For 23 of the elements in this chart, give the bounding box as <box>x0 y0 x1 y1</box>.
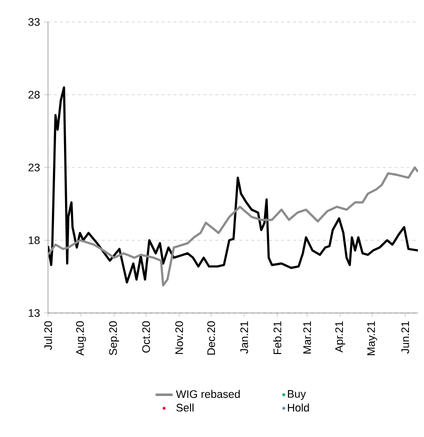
x-tick-label: Apr.21 <box>335 321 346 353</box>
line-series <box>48 166 418 286</box>
legend-label: Buy <box>288 390 306 400</box>
legend-label: WIG rebased <box>176 390 240 398</box>
line-series <box>48 86 418 284</box>
y-tick-label: 33 <box>28 18 40 26</box>
x-tick-label: Dec.20 <box>207 321 216 355</box>
y-tick-label: 13 <box>28 309 40 317</box>
x-tick-label: Jan.21 <box>240 321 248 354</box>
x-tick-label: Mar.21 <box>303 321 311 354</box>
legend-label: Sell <box>176 404 194 412</box>
x-tick-label: Jul.20 <box>44 321 52 350</box>
y-tick-label: 23 <box>28 164 40 172</box>
x-tick-label: May.21 <box>367 321 378 356</box>
x-tick-label: Sep.20 <box>109 321 120 356</box>
x-tick-label: Nov.20 <box>175 321 184 354</box>
x-tick-label: Jun.21 <box>401 321 410 354</box>
x-tick-label: Aug.20 <box>76 321 86 356</box>
y-tick-label: 28 <box>28 90 40 99</box>
y-tick-label: 18 <box>28 236 40 244</box>
x-tick-label: Oct.20 <box>142 321 150 353</box>
legend-label: Hold <box>288 404 309 412</box>
x-tick-label: Feb.21 <box>273 321 282 354</box>
